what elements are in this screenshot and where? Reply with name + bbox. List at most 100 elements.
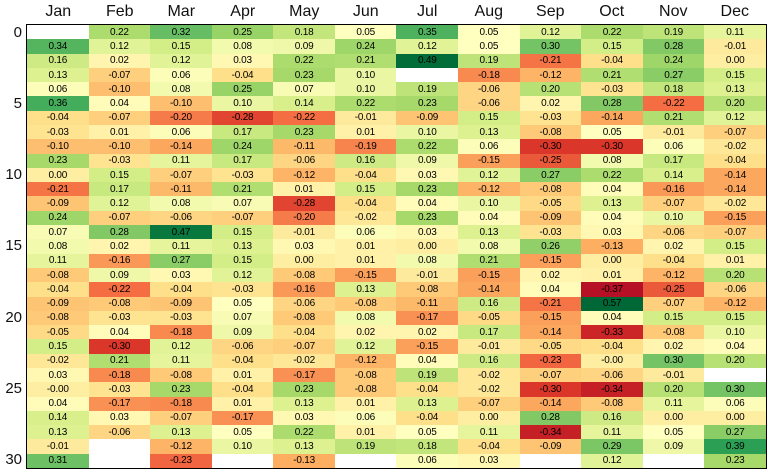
heatmap-cell: -0.09 <box>27 196 89 211</box>
heatmap-cell: -0.02 <box>334 210 397 226</box>
heatmap-cell: -0.08 <box>396 282 459 297</box>
heatmap-cell: -0.11 <box>273 139 335 154</box>
heatmap-cell: -0.07 <box>150 167 212 183</box>
heatmap-cell: -0.15 <box>396 339 459 354</box>
heatmap-cell: 0.30 <box>519 39 582 54</box>
heatmap-cell: 0.04 <box>88 325 151 340</box>
heatmap-cell: -0.01 <box>27 439 89 454</box>
heatmap-cell: -0.08 <box>88 296 151 311</box>
heatmap-cell: 0.25 <box>211 25 274 40</box>
heatmap-cell: -0.01 <box>273 225 335 240</box>
heatmap-cell: 0.11 <box>458 425 520 440</box>
heatmap-cell: -0.15 <box>519 310 582 326</box>
y-axis-tick-label-20: 20 <box>5 308 22 326</box>
heatmap-cell: 0.07 <box>211 196 274 211</box>
heatmap-cell: 0.04 <box>27 396 89 411</box>
heatmap-cell: 0.25 <box>211 82 274 97</box>
heatmap-cell: -0.03 <box>519 110 582 126</box>
heatmap-cell: -0.34 <box>581 382 643 397</box>
heatmap-cell: -0.21 <box>519 296 582 311</box>
heatmap-cell: -0.04 <box>273 325 335 340</box>
heatmap-cell: -0.06 <box>88 425 151 440</box>
heatmap-cell: 0.02 <box>88 53 151 68</box>
heatmap-cell: 0.03 <box>150 267 212 283</box>
heatmap-cell: 0.11 <box>150 353 212 368</box>
heatmap-cell: 0.09 <box>211 325 274 340</box>
heatmap-cell: 0.05 <box>211 296 274 311</box>
heatmap-cell: 0.04 <box>581 310 643 326</box>
heatmap-cell: 0.23 <box>396 96 459 111</box>
heatmap-cell: 0.13 <box>211 239 274 254</box>
heatmap-cell: -0.05 <box>27 325 89 340</box>
heatmap-cell: 0.28 <box>581 96 643 111</box>
heatmap-cell: -0.20 <box>273 210 335 226</box>
heatmap-cell: 0.07 <box>211 310 274 326</box>
heatmap-cell: -0.01 <box>642 367 705 383</box>
heatmap-cell: 0.23 <box>396 210 459 226</box>
heatmap-cell: 0.01 <box>334 396 397 411</box>
x-axis-label-oct: Oct <box>599 3 625 20</box>
heatmap-cell: 0.06 <box>334 410 397 426</box>
heatmap-cell: 0.15 <box>211 253 274 268</box>
heatmap-cell: 0.57 <box>581 296 643 311</box>
heatmap-cell: -0.12 <box>642 267 705 283</box>
heatmap-cell: 0.13 <box>273 396 335 411</box>
heatmap-cell: 0.13 <box>458 125 520 140</box>
heatmap-cell: 0.00 <box>396 239 459 254</box>
heatmap-cell: 0.12 <box>519 25 582 40</box>
heatmap-cell: 0.18 <box>273 25 335 40</box>
heatmap-cell: 0.00 <box>273 253 335 268</box>
heatmap-cell: 0.07 <box>27 225 89 240</box>
heatmap-cell: 0.16 <box>458 353 520 368</box>
heatmap-cell: -0.03 <box>150 310 212 326</box>
heatmap-cell: 0.08 <box>27 239 89 254</box>
heatmap-cell: 0.18 <box>396 439 459 454</box>
heatmap-cell: -0.06 <box>581 367 643 383</box>
heatmap-cell: 0.05 <box>581 125 643 140</box>
heatmap-cell: 0.01 <box>211 367 274 383</box>
heatmap-cell: 0.10 <box>396 125 459 140</box>
heatmap-cell: 0.13 <box>27 67 89 83</box>
y-axis-tick-label-30: 30 <box>5 451 22 469</box>
heatmap-cell: -0.12 <box>704 296 766 311</box>
heatmap-cell: -0.06 <box>211 339 274 354</box>
heatmap-cell: 0.18 <box>642 82 705 97</box>
heatmap-cell: -0.11 <box>396 296 459 311</box>
heatmap-cell: 0.11 <box>642 396 705 411</box>
heatmap-cell: 0.30 <box>642 353 705 368</box>
heatmap-cell: 0.06 <box>458 139 520 154</box>
heatmap-cell: 0.03 <box>273 410 335 426</box>
heatmap-cell: 0.12 <box>211 267 274 283</box>
heatmap-cell: -0.07 <box>88 67 151 83</box>
heatmap-cell: -0.04 <box>334 196 397 211</box>
heatmap-cell: 0.01 <box>88 125 151 140</box>
heatmap-cell: -0.14 <box>581 110 643 126</box>
heatmap-cell: 0.23 <box>273 382 335 397</box>
heatmap-cell: -0.16 <box>273 282 335 297</box>
heatmap-cell: -0.04 <box>396 410 459 426</box>
heatmap-cell: 0.01 <box>334 253 397 268</box>
heatmap-cell: 0.06 <box>334 225 397 240</box>
heatmap-cell: 0.22 <box>273 53 335 68</box>
heatmap-cell: -0.08 <box>519 182 582 197</box>
heatmap-cell: 0.04 <box>581 182 643 197</box>
heatmap-cell: -0.00 <box>581 353 643 368</box>
heatmap-cell: -0.14 <box>704 182 766 197</box>
heatmap-cell: 0.03 <box>396 225 459 240</box>
heatmap-cell: 0.13 <box>27 425 89 440</box>
heatmap-cell: -0.15 <box>458 267 520 283</box>
heatmap-cell: -0.01 <box>642 125 705 140</box>
heatmap-cell: 0.03 <box>458 453 520 468</box>
heatmap-cell: 0.06 <box>704 396 766 411</box>
heatmap-cell <box>334 453 397 468</box>
heatmap-cell: 0.09 <box>88 267 151 283</box>
heatmap-cell: -0.12 <box>150 439 212 454</box>
heatmap-cell: -0.07 <box>642 196 705 211</box>
heatmap-cell: -0.07 <box>519 367 582 383</box>
heatmap-cell: 0.16 <box>581 410 643 426</box>
heatmap-cell: 0.13 <box>704 82 766 97</box>
heatmap-cell: 0.00 <box>581 253 643 268</box>
heatmap-cell: -0.06 <box>458 82 520 97</box>
heatmap-cell: -0.04 <box>642 253 705 268</box>
heatmap-cell: 0.13 <box>150 425 212 440</box>
